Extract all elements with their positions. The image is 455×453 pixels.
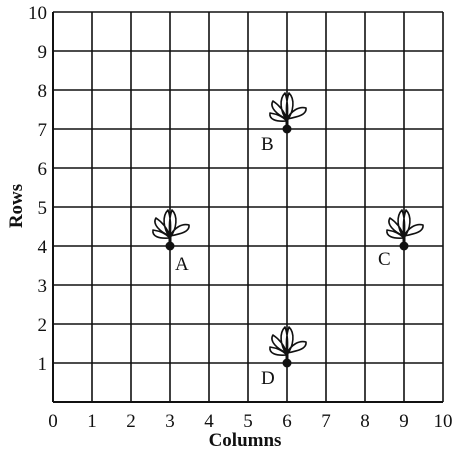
y-tick-label: 9 (38, 42, 48, 63)
point-marker (282, 124, 292, 134)
x-axis-title: Columns (209, 430, 282, 451)
x-tick-label: 7 (321, 411, 331, 432)
plotted-points: A B C D (152, 92, 424, 389)
x-tick-label: 6 (282, 411, 292, 432)
point-label: C (378, 249, 391, 270)
x-tick-label: 0 (48, 411, 58, 432)
plant-icon (386, 209, 424, 239)
point-label: B (261, 134, 274, 155)
y-tick-label: 10 (28, 3, 47, 24)
y-tick-label: 1 (38, 354, 48, 375)
x-tick-label: 1 (87, 411, 97, 432)
point-marker (282, 358, 292, 368)
x-tick-label: 9 (399, 411, 409, 432)
y-tick-label: 2 (38, 315, 48, 336)
y-tick-label: 8 (38, 81, 48, 102)
point-label: D (261, 368, 275, 389)
point-c: C (378, 209, 424, 270)
tick-labels: 0 1 2 3 4 5 6 7 8 9 10 1 2 3 4 5 6 7 8 9 10 (28, 3, 453, 432)
y-axis-title: Rows (6, 184, 27, 228)
x-tick-label: 3 (165, 411, 175, 432)
point-d: D (261, 326, 307, 389)
point-b: B (261, 92, 307, 155)
point-marker (399, 241, 409, 251)
y-tick-label: 4 (38, 237, 48, 258)
y-tick-label: 5 (38, 198, 48, 219)
y-tick-label: 3 (38, 276, 48, 297)
point-a: A (152, 209, 190, 275)
x-tick-label: 8 (360, 411, 370, 432)
grid-lines (52, 11, 444, 403)
plant-icon (269, 326, 307, 356)
y-tick-label: 6 (38, 159, 48, 180)
point-label: A (175, 254, 189, 275)
x-tick-label: 5 (243, 411, 253, 432)
point-marker (165, 241, 175, 251)
plant-icon (152, 209, 190, 239)
y-tick-label: 7 (38, 120, 48, 141)
x-tick-label: 10 (434, 411, 453, 432)
x-tick-label: 2 (126, 411, 136, 432)
x-tick-label: 4 (204, 411, 214, 432)
plant-icon (269, 92, 307, 122)
